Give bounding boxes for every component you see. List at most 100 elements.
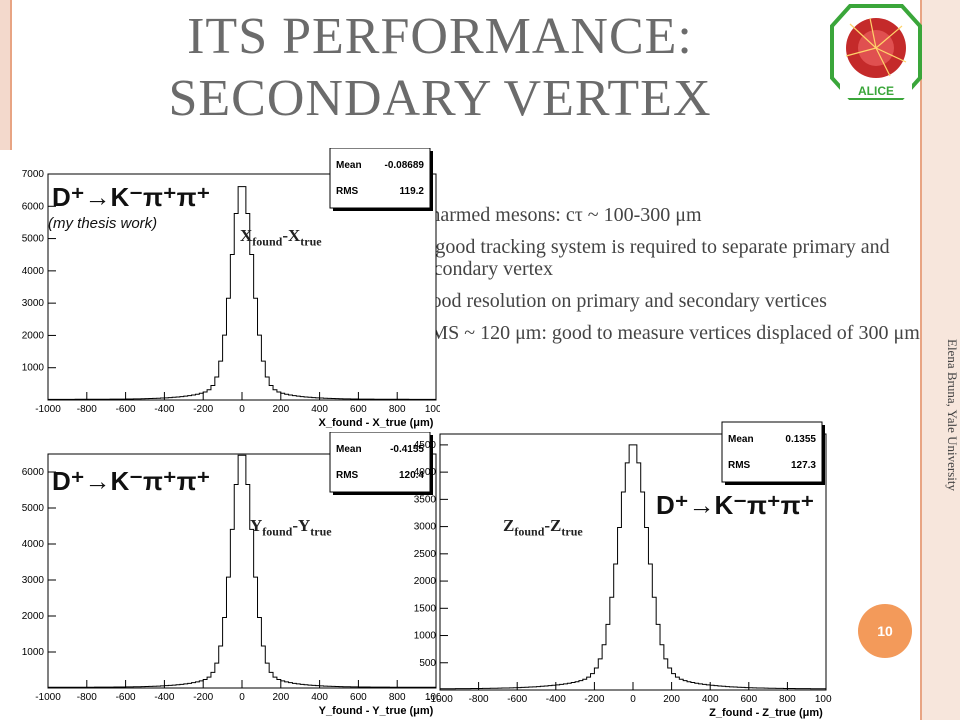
x-tick-label: -400 — [154, 404, 174, 415]
bullet-text: A good tracking system is required to se… — [417, 236, 890, 280]
y-tick-label: 3500 — [414, 494, 437, 505]
stats-rms-value: 127.3 — [791, 460, 816, 471]
left-decoration — [0, 0, 12, 150]
slide-title: ITS PERFORMANCE: SECONDARY VERTEX — [40, 6, 840, 130]
x-tick-label: 800 — [389, 692, 406, 703]
x-diff-label: Xfound-Xtrue — [240, 226, 322, 249]
bullet-text: Charmed mesons: cτ ~ 100-300 μm — [417, 204, 702, 226]
y-diff-mid: -Y — [292, 516, 311, 535]
y-tick-label: 4500 — [414, 440, 437, 451]
title-line-1: ITS PERFORMANCE: — [187, 8, 693, 65]
x-tick-label: -200 — [584, 694, 604, 705]
decay-label: D⁺→K⁻π⁺π⁺ — [52, 466, 211, 496]
y-diff-sub2: true — [310, 524, 332, 539]
stats-box — [329, 148, 431, 209]
x-tick-label: 600 — [740, 694, 757, 705]
x-tick-label: -800 — [77, 692, 97, 703]
plot-frame — [47, 173, 437, 401]
x-tick-label: 400 — [311, 404, 328, 415]
title-line-2: SECONDARY VERTEX — [168, 70, 712, 127]
bullet-item: A good tracking system is required to se… — [395, 236, 955, 280]
x-tick-label: -600 — [116, 404, 136, 415]
x-tick-label: 0 — [239, 404, 245, 415]
alice-logo: ALICE — [830, 4, 922, 100]
z-diff-sub1: found — [514, 524, 545, 539]
z-diff-sub2: true — [561, 524, 583, 539]
x-tick-label: 200 — [663, 694, 680, 705]
histogram-z: 500 1000 1500 2000 2500 3000 3500 4000 4500 -1000… — [396, 420, 832, 720]
histogram-line — [48, 454, 436, 688]
y-tick-label: 1000 — [414, 631, 437, 642]
x-tick-label: -1000 — [427, 694, 453, 705]
decay-label: D⁺→K⁻π⁺π⁺ — [52, 182, 211, 212]
right-decoration — [920, 0, 960, 720]
x-tick-label: 1000 — [425, 692, 440, 703]
stats-mean-value: -0.4155 — [390, 444, 424, 455]
x-tick-label: -400 — [546, 694, 566, 705]
bullet-list: Charmed mesons: cτ ~ 100-300 μm A good t… — [395, 204, 955, 354]
x-diff-sub1: found — [252, 234, 283, 249]
x-tick-label: -1000 — [35, 404, 61, 415]
histogram-line — [440, 444, 826, 690]
x-tick-label: 1000 — [815, 694, 832, 705]
bullet-item: Charmed mesons: cτ ~ 100-300 μm — [395, 204, 955, 226]
decay-label: D⁺→K⁻π⁺π⁺ — [656, 490, 815, 520]
x-diff-main: X — [240, 226, 253, 245]
x-tick-label: 200 — [272, 404, 289, 415]
y-tick-label: 1000 — [22, 363, 45, 374]
y-tick-label: 2000 — [22, 611, 45, 622]
y-tick-label: 2000 — [414, 576, 437, 587]
y-tick-label: 3000 — [22, 575, 45, 586]
stats-mean-label: Mean — [336, 160, 362, 171]
stats-box — [721, 421, 823, 483]
x-tick-label: -600 — [507, 694, 527, 705]
thesis-note: (my thesis work) — [48, 215, 158, 232]
y-tick-label: 5000 — [22, 234, 45, 245]
x-tick-label: -600 — [116, 692, 136, 703]
y-tick-label: 6000 — [22, 467, 45, 478]
y-diff-main: Y — [250, 516, 263, 535]
x-tick-label: 0 — [239, 692, 245, 703]
x-axis-label: Y_found - Y_true (μm) — [319, 705, 434, 717]
page-number: 10 — [858, 604, 912, 658]
y-tick-label: 4000 — [22, 266, 45, 277]
x-diff-mid: -X — [282, 226, 301, 245]
x-axis-label: X_found - X_true (μm) — [319, 417, 434, 429]
y-tick-label: 4000 — [414, 467, 437, 478]
x-tick-label: -200 — [193, 692, 213, 703]
stats-mean-value: 0.1355 — [785, 434, 816, 445]
y-tick-label: 1500 — [414, 603, 437, 614]
left-decoration-line — [10, 0, 12, 150]
z-diff-mid: -Z — [544, 516, 562, 535]
author-affiliation: Elena Bruna, Yale University — [945, 338, 960, 491]
stats-rms-value: 120.4 — [399, 470, 424, 481]
y-tick-label: 3000 — [414, 522, 437, 533]
x-tick-label: 0 — [630, 694, 636, 705]
bullet-item: RMS ~ 120 μm: good to measure vertices d… — [395, 322, 955, 344]
bullet-text: Good resolution on primary and secondary… — [417, 290, 827, 312]
stats-box — [329, 432, 431, 493]
bullet-item: Good resolution on primary and secondary… — [395, 290, 955, 312]
right-decoration-line — [920, 0, 922, 720]
stats-rms-value: 119.2 — [400, 186, 425, 197]
y-tick-label: 4000 — [22, 539, 45, 550]
x-tick-label: 600 — [350, 692, 367, 703]
x-tick-label: 400 — [702, 694, 719, 705]
y-tick-label: 6000 — [22, 201, 45, 212]
histogram-x: 1000 2000 3000 4000 5000 6000 7000 -1000 -800 -60… — [8, 148, 440, 438]
y-tick-label: 500 — [419, 658, 436, 669]
stats-mean-label: Mean — [336, 444, 362, 455]
bullet-text: RMS ~ 120 μm: good to measure vertices d… — [417, 322, 920, 344]
stats-rms-label: RMS — [336, 186, 359, 197]
y-tick-label: 1000 — [22, 647, 45, 658]
stats-mean-value: -0.08689 — [385, 160, 425, 171]
stats-rms-label: RMS — [336, 470, 359, 481]
x-tick-label: -800 — [77, 404, 97, 415]
stats-rms-label: RMS — [728, 460, 751, 471]
y-tick-label: 5000 — [22, 503, 45, 514]
histogram-line — [48, 186, 436, 400]
x-tick-label: 800 — [779, 694, 796, 705]
x-tick-label: 600 — [350, 404, 367, 415]
